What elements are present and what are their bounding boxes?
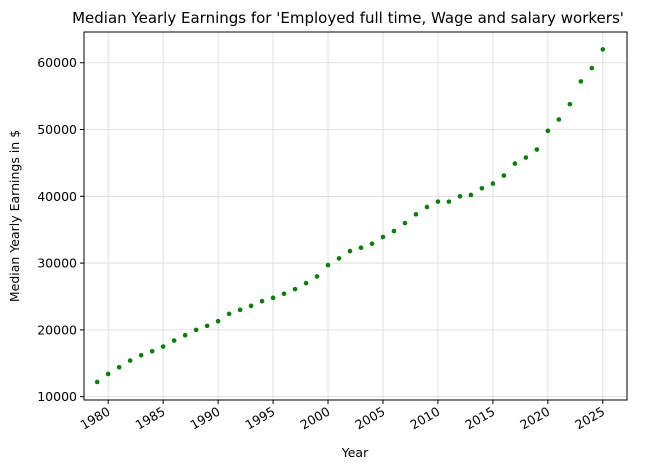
x-tick-label: 1985	[133, 404, 168, 433]
data-point	[325, 262, 331, 268]
data-point	[215, 318, 221, 324]
data-point	[380, 234, 386, 240]
data-point	[512, 161, 518, 166]
data-point	[347, 248, 353, 254]
data-point	[600, 47, 606, 52]
data-point	[105, 371, 111, 377]
data-point	[248, 303, 254, 309]
data-point	[501, 173, 507, 178]
data-point	[545, 128, 551, 134]
data-point	[270, 295, 276, 301]
data-point	[237, 307, 243, 313]
data-point	[226, 311, 232, 317]
data-point	[446, 199, 452, 204]
data-point	[259, 298, 265, 304]
data-point	[193, 327, 199, 333]
data-point	[435, 199, 441, 204]
plot-frame	[83, 31, 628, 401]
data-point	[303, 280, 309, 286]
data-point	[336, 256, 342, 261]
data-point	[457, 193, 463, 199]
data-point	[314, 274, 320, 279]
data-point	[204, 323, 210, 329]
y-axis: 10000 20000 30000 40000 50000 60000	[37, 55, 84, 404]
y-tick-label: 10000	[37, 389, 77, 404]
data-points	[94, 47, 606, 385]
data-point	[479, 185, 485, 191]
data-point	[523, 155, 529, 160]
y-tick-label: 60000	[37, 55, 77, 70]
data-point	[281, 291, 287, 297]
data-point	[424, 204, 430, 210]
data-point	[391, 228, 397, 234]
data-point	[468, 192, 474, 198]
data-point	[556, 117, 562, 122]
x-axis: 1980 1985 1990 1995 2000 2005 2010 2015 2020 2025	[78, 400, 607, 433]
x-tick-label: 2005	[352, 404, 387, 433]
data-point	[116, 364, 122, 370]
chart-title: Median Yearly Earnings for 'Employed ful…	[72, 9, 624, 27]
y-tick-label: 30000	[37, 256, 77, 271]
data-point	[358, 245, 364, 251]
data-point	[567, 101, 573, 107]
y-tick-label: 50000	[37, 122, 77, 137]
data-point	[578, 79, 584, 84]
x-tick-label: 1980	[78, 404, 113, 433]
data-point	[402, 220, 408, 226]
y-tick-label: 40000	[37, 189, 77, 204]
data-point	[160, 344, 166, 349]
data-point	[292, 286, 298, 292]
y-axis-label: Median Yearly Earnings in $	[7, 130, 22, 302]
data-point	[534, 147, 540, 152]
data-point	[171, 338, 177, 343]
y-tick-label: 20000	[37, 322, 77, 337]
x-tick-label: 2025	[572, 404, 607, 433]
data-point	[490, 181, 496, 186]
x-tick-label: 1990	[188, 404, 223, 433]
data-point	[589, 65, 595, 71]
x-tick-label: 2015	[462, 404, 497, 433]
data-point	[369, 241, 375, 247]
x-tick-label: 2010	[407, 404, 442, 433]
data-point	[413, 212, 419, 217]
x-axis-label: Year	[341, 445, 369, 460]
x-tick-label: 2020	[517, 404, 552, 433]
grid-layer	[84, 32, 627, 400]
x-tick-label: 1995	[243, 404, 278, 433]
data-point	[94, 379, 100, 385]
x-tick-label: 2000	[297, 404, 332, 433]
data-point	[138, 352, 144, 358]
data-point	[127, 358, 133, 363]
data-point	[149, 348, 155, 354]
data-point	[182, 332, 188, 338]
